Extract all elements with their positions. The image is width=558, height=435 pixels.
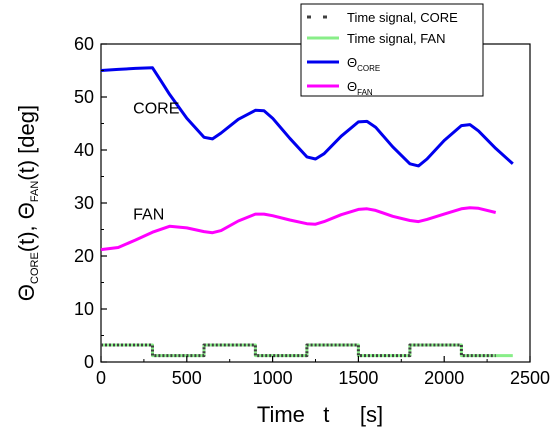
- x-tick-label: 0: [96, 368, 106, 388]
- x-tick-label: 1500: [338, 368, 378, 388]
- series-line-0: [101, 343, 496, 358]
- y-axis-title-sub-fan: FAN: [29, 181, 41, 202]
- legend-label-3: ΘFAN: [347, 79, 373, 97]
- annotation-fan: FAN: [133, 207, 164, 224]
- x-tick-label: 500: [172, 368, 202, 388]
- y-tick-label: 30: [74, 193, 94, 213]
- x-tick-label: 1000: [253, 368, 293, 388]
- legend-box: [300, 3, 484, 97]
- y-tick-label: 20: [74, 246, 94, 266]
- plot-area: 0 500 1000 1500 2000 2500 0 10 20 30 40 50 60 CORE F…: [74, 34, 550, 388]
- y-axis-title: ΘCORE(t), ΘFAN(t) [deg]: [14, 105, 41, 301]
- legend-label-2: ΘCORE: [347, 55, 380, 73]
- y-tick-label: 0: [84, 352, 94, 372]
- x-axis: 0 500 1000 1500 2000 2500: [96, 356, 550, 388]
- series-line-1: [101, 343, 513, 358]
- x-tick-label: 2000: [424, 368, 464, 388]
- y-axis-title-tail: (t) [deg]: [14, 105, 39, 181]
- legend: Time signal, CORE Time signal, FAN ΘCORE ΘF…: [300, 3, 484, 97]
- y-axis-title-theta-core: Θ: [14, 284, 39, 301]
- annotation-core: CORE: [133, 101, 179, 118]
- x-tick-label: 2500: [510, 368, 550, 388]
- y-tick-label: 40: [74, 140, 94, 160]
- y-tick-label: 10: [74, 299, 94, 319]
- y-axis-title-sub-core: CORE: [29, 252, 41, 284]
- y-tick-label: 50: [74, 87, 94, 107]
- legend-label-0: Time signal, CORE: [347, 10, 458, 25]
- legend-label-1: Time signal, FAN: [347, 31, 446, 46]
- annotation-layer: CORE FAN: [133, 101, 179, 224]
- y-axis: 0 10 20 30 40 50 60: [74, 34, 107, 372]
- series-line-2: [100, 66, 514, 168]
- x-axis-title: Time t [s]: [257, 402, 383, 427]
- series-layer: [100, 66, 514, 358]
- series-line-3: [100, 206, 497, 252]
- y-tick-label: 60: [74, 34, 94, 54]
- y-axis-title-mid: (t), Θ: [14, 202, 39, 252]
